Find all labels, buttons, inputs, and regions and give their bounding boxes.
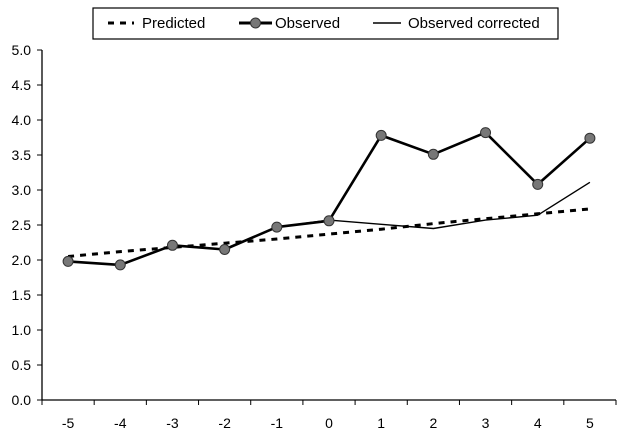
- observed-point: [166, 239, 178, 251]
- y-tick-label: 2.5: [12, 217, 32, 233]
- x-tick-label: 3: [482, 415, 490, 431]
- y-tick-label: 3.5: [12, 147, 32, 163]
- y-tick-label: 0.0: [12, 392, 32, 408]
- observed-point: [219, 244, 231, 255]
- y-tick-label: 1.0: [12, 322, 32, 338]
- x-tick-label: -3: [166, 415, 179, 431]
- x-tick-label: 4: [534, 415, 542, 431]
- series-group: [62, 127, 596, 271]
- y-tick-label: 4.5: [12, 77, 32, 93]
- y-tick-label: 5.0: [12, 42, 32, 58]
- x-tick-label: -4: [114, 415, 127, 431]
- observed-point: [323, 215, 335, 227]
- x-tick-label: -2: [218, 415, 231, 431]
- series-line-predicted: [67, 207, 591, 258]
- y-tick-label: 0.5: [12, 357, 32, 373]
- observed-point: [532, 178, 544, 190]
- y-tick-label: 1.5: [12, 287, 32, 303]
- legend-observed-label: Observed: [275, 15, 340, 32]
- observed-point: [584, 132, 596, 144]
- observed-point: [62, 255, 74, 267]
- observed-point: [480, 127, 492, 139]
- axes: 0.0 0.5 1.0 1.5 2.0 2.5 3.0 3.5 4.0 4.5 5.0 -5 -4 -3 -…: [12, 42, 617, 431]
- observed-point: [375, 129, 387, 141]
- observed-point: [427, 148, 439, 160]
- legend: Predicted Observed Observed corrected: [92, 7, 559, 40]
- x-tick-label: 2: [429, 415, 437, 431]
- observed-point: [271, 221, 283, 233]
- series-line-observed: [68, 131, 591, 267]
- y-tick-label: 3.0: [12, 182, 32, 198]
- x-tick-label: 1: [377, 415, 385, 431]
- legend-box: [92, 7, 559, 40]
- x-tick-label: 0: [325, 415, 333, 431]
- x-tick-label: 5: [586, 415, 594, 431]
- x-tick-label: -1: [271, 415, 284, 431]
- legend-observed-marker: [250, 17, 261, 29]
- legend-corrected-label: Observed corrected: [408, 15, 540, 32]
- y-tick-label: 4.0: [12, 112, 32, 128]
- legend-predicted-label: Predicted: [142, 15, 205, 32]
- y-tick-label: 2.0: [12, 252, 32, 268]
- observed-point: [114, 259, 126, 271]
- x-tick-label: -5: [62, 415, 75, 431]
